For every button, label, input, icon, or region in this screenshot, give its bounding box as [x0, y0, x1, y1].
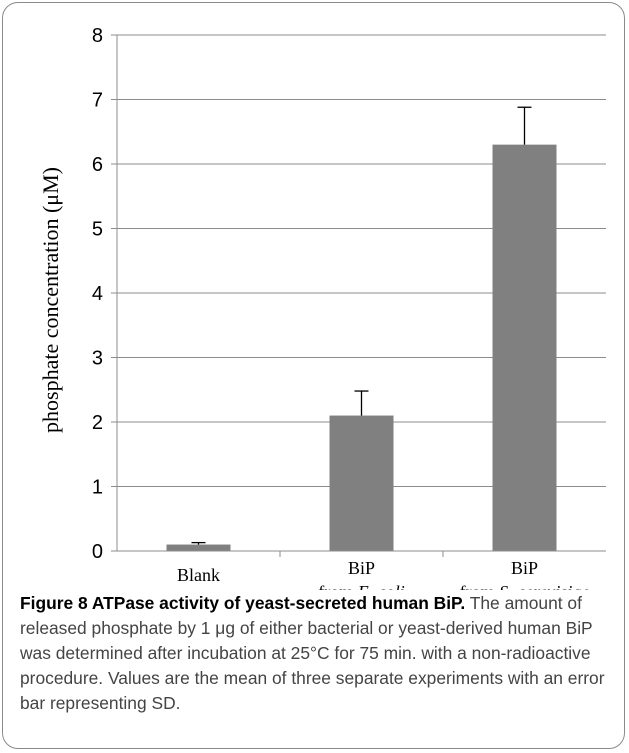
- bar: [166, 544, 231, 551]
- y-tick-label: 5: [92, 219, 103, 241]
- figure-caption: Figure 8 ATPase activity of yeast-secret…: [20, 591, 615, 716]
- caption-text: The amount of released phosphate by 1 μg…: [20, 593, 605, 713]
- error-bars: [191, 106, 532, 545]
- y-tick-label: 2: [92, 412, 103, 434]
- category-label-prefix: from: [460, 582, 500, 590]
- category-label: BiP: [348, 558, 375, 578]
- category-label-sub: from E. coli: [318, 582, 405, 590]
- y-tick-label: 3: [92, 348, 103, 370]
- y-tick-label: 8: [92, 25, 103, 47]
- caption-title: Figure 8 ATPase activity of yeast-secret…: [20, 593, 466, 613]
- category-label: Blank: [177, 565, 220, 585]
- category-label: BiP: [511, 558, 538, 578]
- category-label-organism: S. cerevisiae: [499, 582, 589, 590]
- y-tick-label: 1: [92, 477, 103, 499]
- bar-chart: 0 1 2 3 4 5 6 7 8 Blank BiP from E. coli BiP from S.…: [38, 25, 606, 590]
- axes: [111, 34, 606, 557]
- y-axis-label: phosphate concentration (μM): [38, 167, 63, 433]
- y-tick-label: 0: [92, 541, 103, 563]
- y-tick-label: 6: [92, 154, 103, 176]
- y-tick-label: 7: [92, 90, 103, 112]
- y-tick-label: 4: [92, 283, 103, 305]
- bars: [166, 144, 557, 551]
- category-label-organism: E. coli: [357, 582, 405, 590]
- category-labels: Blank BiP from E. coli BiP from S. cerevisia…: [177, 558, 589, 590]
- category-label-sub: from S. cerevisiae: [460, 582, 590, 590]
- bar: [329, 415, 394, 551]
- category-label-prefix: from: [318, 582, 358, 590]
- y-tick-labels: 0 1 2 3 4 5 6 7 8: [92, 25, 103, 563]
- bar: [492, 144, 557, 551]
